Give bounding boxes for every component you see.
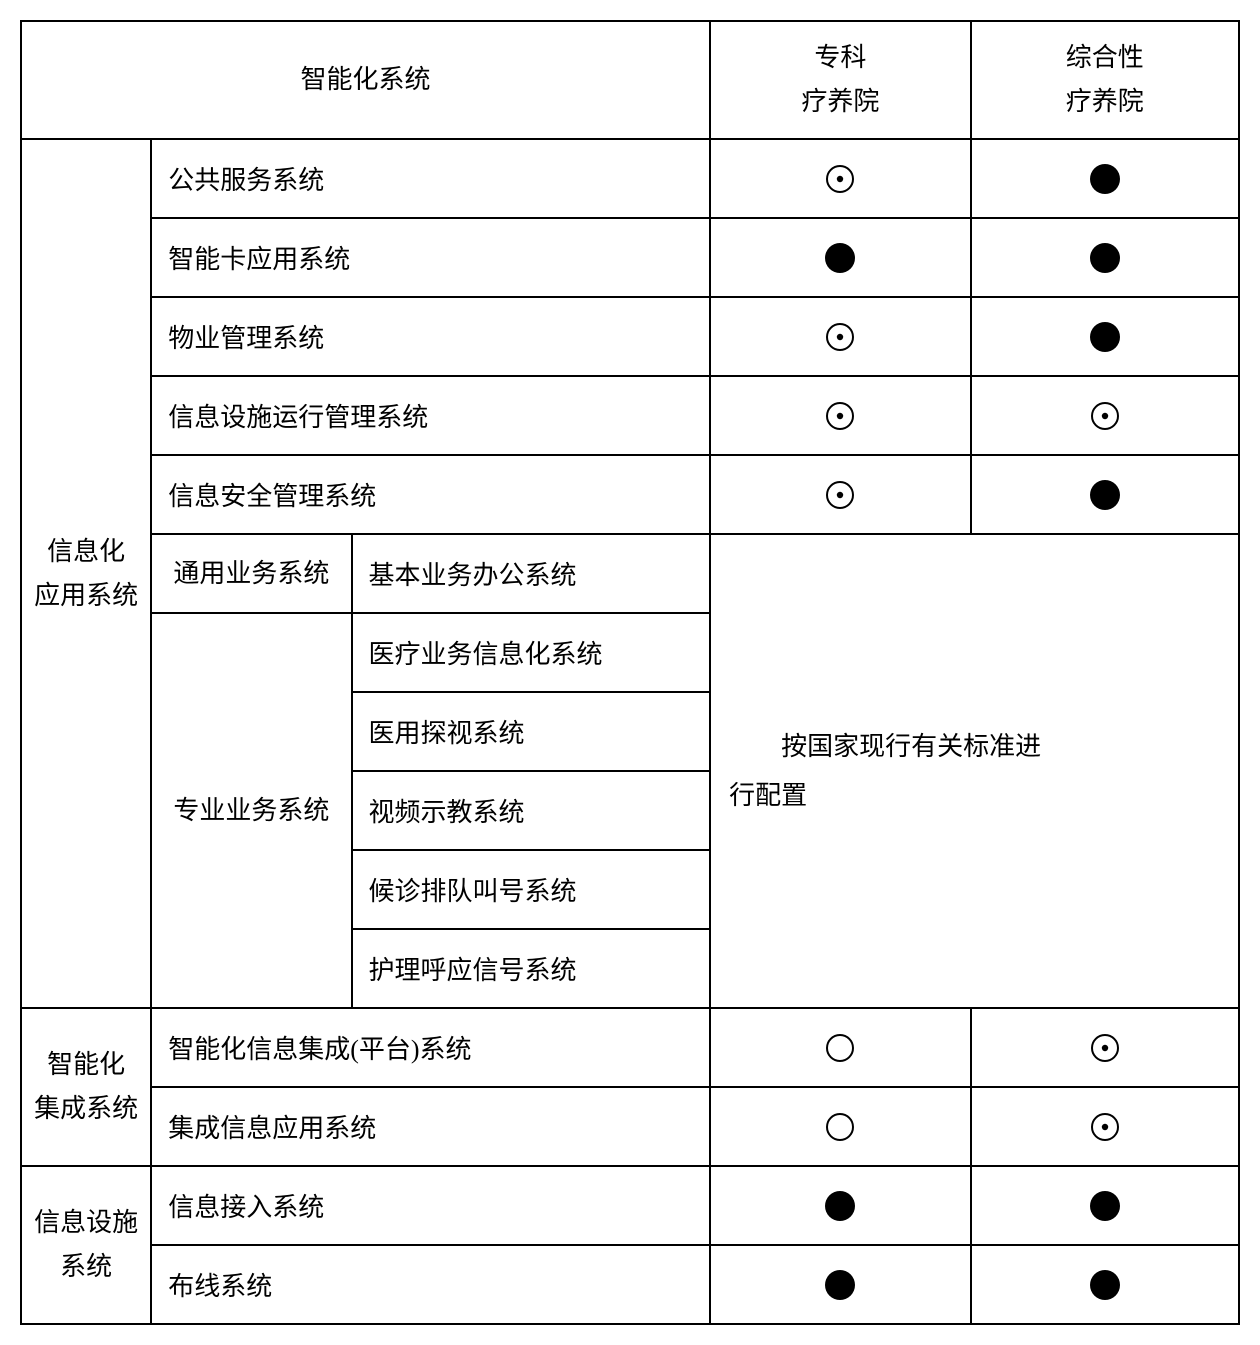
- filled-circle-icon: [1087, 1267, 1123, 1303]
- filled-circle-icon: [822, 240, 858, 276]
- row-item: 集成信息应用系统: [151, 1087, 710, 1166]
- symbol-cell: [710, 139, 970, 218]
- symbol-cell: [710, 455, 970, 534]
- category-info-app-line2: 应用系统: [30, 574, 142, 618]
- symbol-cell: [710, 1087, 970, 1166]
- table-row: 信息设施 系统 信息接入系统: [21, 1166, 1239, 1245]
- table-header-row: 智能化系统 专科 疗养院 综合性 疗养院: [21, 21, 1239, 139]
- symbol-cell: [710, 1245, 970, 1324]
- row-item: 智能卡应用系统: [151, 218, 710, 297]
- subcategory-general-biz: 通用业务系统: [151, 534, 351, 613]
- symbol-cell: [710, 297, 970, 376]
- category-info-fac-line1: 信息设施: [30, 1201, 142, 1245]
- row-item: 信息接入系统: [151, 1166, 710, 1245]
- symbol-cell: [710, 218, 970, 297]
- row-item: 医用探视系统: [352, 692, 711, 771]
- header-col-a-line2: 疗养院: [719, 80, 961, 124]
- row-item: 候诊排队叫号系统: [352, 850, 711, 929]
- category-info-app-line1: 信息化: [30, 530, 142, 574]
- category-info-fac-line2: 系统: [30, 1245, 142, 1289]
- table-row: 通用业务系统 基本业务办公系统 按国家现行有关标准进 行配置: [21, 534, 1239, 613]
- note-line1: 按国家现行有关标准进: [729, 722, 1220, 771]
- row-item: 基本业务办公系统: [352, 534, 711, 613]
- symbol-cell: [971, 1166, 1239, 1245]
- row-item: 医疗业务信息化系统: [352, 613, 711, 692]
- symbol-cell: [710, 1008, 970, 1087]
- filled-circle-icon: [1087, 240, 1123, 276]
- header-col-a-line1: 专科: [719, 36, 961, 80]
- symbol-cell: [971, 1087, 1239, 1166]
- row-item: 物业管理系统: [151, 297, 710, 376]
- row-item: 护理呼应信号系统: [352, 929, 711, 1008]
- filled-circle-icon: [822, 1188, 858, 1224]
- header-col-b-line1: 综合性: [980, 36, 1230, 80]
- note-cell: 按国家现行有关标准进 行配置: [710, 534, 1239, 1008]
- category-smart-int-line2: 集成系统: [30, 1087, 142, 1131]
- dot-circle-icon: [822, 477, 858, 513]
- row-item: 信息安全管理系统: [151, 455, 710, 534]
- row-item: 信息设施运行管理系统: [151, 376, 710, 455]
- category-info-fac: 信息设施 系统: [21, 1166, 151, 1324]
- filled-circle-icon: [1087, 477, 1123, 513]
- symbol-cell: [710, 376, 970, 455]
- header-col-b-line2: 疗养院: [980, 80, 1230, 124]
- dot-circle-icon: [822, 398, 858, 434]
- category-smart-int-line1: 智能化: [30, 1043, 142, 1087]
- table-row: 智能化 集成系统 智能化信息集成(平台)系统: [21, 1008, 1239, 1087]
- row-item: 布线系统: [151, 1245, 710, 1324]
- category-smart-int: 智能化 集成系统: [21, 1008, 151, 1166]
- dot-circle-icon: [822, 319, 858, 355]
- note-line2: 行配置: [729, 771, 1220, 820]
- symbol-cell: [971, 1245, 1239, 1324]
- row-item: 智能化信息集成(平台)系统: [151, 1008, 710, 1087]
- row-item: 视频示教系统: [352, 771, 711, 850]
- symbol-cell: [971, 455, 1239, 534]
- symbol-cell: [971, 139, 1239, 218]
- table-row: 信息安全管理系统: [21, 455, 1239, 534]
- symbol-cell: [971, 1008, 1239, 1087]
- table-row: 布线系统: [21, 1245, 1239, 1324]
- table-row: 信息化 应用系统 公共服务系统: [21, 139, 1239, 218]
- header-system: 智能化系统: [21, 21, 710, 139]
- header-col-b: 综合性 疗养院: [971, 21, 1239, 139]
- category-info-app: 信息化 应用系统: [21, 139, 151, 1008]
- symbol-cell: [710, 1166, 970, 1245]
- dot-circle-icon: [822, 161, 858, 197]
- table-row: 集成信息应用系统: [21, 1087, 1239, 1166]
- symbol-cell: [971, 376, 1239, 455]
- filled-circle-icon: [1087, 319, 1123, 355]
- empty-circle-icon: [822, 1109, 858, 1145]
- dot-circle-icon: [1087, 1030, 1123, 1066]
- symbol-cell: [971, 218, 1239, 297]
- filled-circle-icon: [822, 1267, 858, 1303]
- filled-circle-icon: [1087, 161, 1123, 197]
- dot-circle-icon: [1087, 398, 1123, 434]
- symbol-cell: [971, 297, 1239, 376]
- table-row: 信息设施运行管理系统: [21, 376, 1239, 455]
- header-col-a: 专科 疗养院: [710, 21, 970, 139]
- subcategory-prof-biz: 专业业务系统: [151, 613, 351, 1008]
- table-row: 物业管理系统: [21, 297, 1239, 376]
- table-row: 智能卡应用系统: [21, 218, 1239, 297]
- empty-circle-icon: [822, 1030, 858, 1066]
- row-item: 公共服务系统: [151, 139, 710, 218]
- intelligent-systems-table: 智能化系统 专科 疗养院 综合性 疗养院 信息化 应用系统 公共服务系统 智能卡…: [20, 20, 1240, 1325]
- dot-circle-icon: [1087, 1109, 1123, 1145]
- filled-circle-icon: [1087, 1188, 1123, 1224]
